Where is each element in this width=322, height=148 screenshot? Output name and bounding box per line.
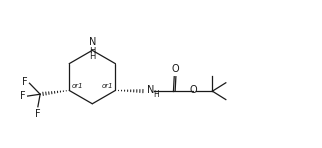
Text: or1: or1: [72, 83, 83, 89]
Text: F: F: [35, 109, 41, 119]
Text: H: H: [89, 46, 96, 55]
Text: F: F: [21, 91, 26, 101]
Text: N: N: [89, 37, 96, 47]
Text: O: O: [189, 85, 197, 95]
Text: or1: or1: [101, 83, 113, 89]
Text: N: N: [89, 37, 96, 47]
Text: O: O: [171, 64, 179, 74]
Text: F: F: [22, 77, 28, 87]
Text: N: N: [89, 37, 96, 47]
Text: H: H: [89, 52, 96, 61]
Text: H: H: [153, 90, 159, 99]
Text: N: N: [147, 85, 155, 95]
